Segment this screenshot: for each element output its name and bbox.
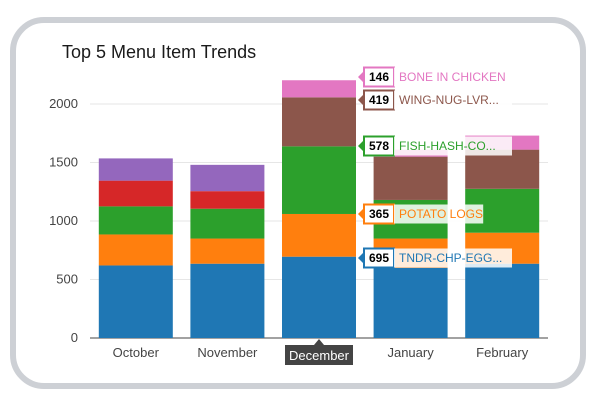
bar-segment [373, 156, 448, 200]
hover-value: 146 [369, 70, 389, 84]
y-tick-label: 2000 [49, 96, 78, 111]
bar-segment [190, 191, 265, 209]
bar-segment [190, 164, 265, 192]
bar-segment [373, 267, 448, 338]
x-highlight-pointer [314, 339, 324, 345]
x-tick-label: January [387, 345, 434, 360]
chart-title: Top 5 Menu Item Trends [62, 42, 257, 62]
hover-name-box [394, 90, 512, 110]
y-tick-label: 500 [56, 272, 78, 287]
bar-segment [282, 256, 356, 338]
bar-segment [465, 149, 540, 189]
hover-name: BONE IN CHICKEN [399, 70, 506, 84]
hover-value: 365 [369, 207, 389, 221]
bar-segment [98, 180, 173, 207]
y-tick-label: 1500 [49, 155, 78, 170]
hover-name-box [394, 67, 512, 87]
hover-name-box [394, 204, 484, 224]
bar-segment [465, 263, 540, 338]
x-tick-label: February [476, 345, 529, 360]
x-axis-ticks: October November December January February [113, 339, 529, 365]
bar-segment [282, 80, 356, 98]
bar-segment [98, 206, 173, 235]
hover-value: 578 [369, 139, 389, 153]
x-tick-label: December [289, 348, 350, 363]
hover-name: FISH-HASH-CO... [399, 139, 496, 153]
hover-pointer [358, 71, 364, 83]
x-highlight-box [285, 345, 353, 365]
bar-segment [190, 208, 265, 239]
hover-pointer [358, 208, 364, 220]
hover-pointer [358, 140, 364, 152]
bar-segment [282, 146, 356, 214]
hover-name: WING-NUG-LVR... [399, 93, 499, 107]
bar-segment [190, 263, 265, 338]
y-tick-label: 0 [71, 330, 78, 345]
hover-label: 578 FISH-HASH-CO... [358, 135, 512, 157]
hover-name-box [394, 136, 512, 156]
hover-label: 695 TNDR-CHP-EGG... [358, 247, 512, 269]
hover-label: 365 POTATO LOGS [358, 203, 484, 225]
bar-segment [98, 265, 173, 338]
hover-labels: 146 BONE IN CHICKEN 419 WING-NUG-LVR... 578 F… [358, 66, 512, 269]
bar-segment [98, 234, 173, 266]
hover-name: TNDR-CHP-EGG... [399, 251, 502, 265]
hover-name-box [394, 248, 512, 268]
bar-segment [98, 158, 173, 181]
x-tick-label: October [113, 345, 160, 360]
y-axis-ticks: 0 500 1000 1500 2000 [49, 96, 78, 345]
y-tick-label: 1000 [49, 213, 78, 228]
bar-segment [282, 213, 356, 257]
bar-segment [190, 238, 265, 264]
x-tick-label: November [197, 345, 258, 360]
hover-pointer [358, 252, 364, 264]
hover-label: 419 WING-NUG-LVR... [358, 89, 512, 111]
hover-value: 419 [369, 93, 389, 107]
hover-value: 695 [369, 251, 389, 265]
bar-segment [282, 97, 356, 147]
hover-pointer [358, 94, 364, 106]
hover-name: POTATO LOGS [399, 207, 483, 221]
hover-label: 146 BONE IN CHICKEN [358, 66, 512, 88]
